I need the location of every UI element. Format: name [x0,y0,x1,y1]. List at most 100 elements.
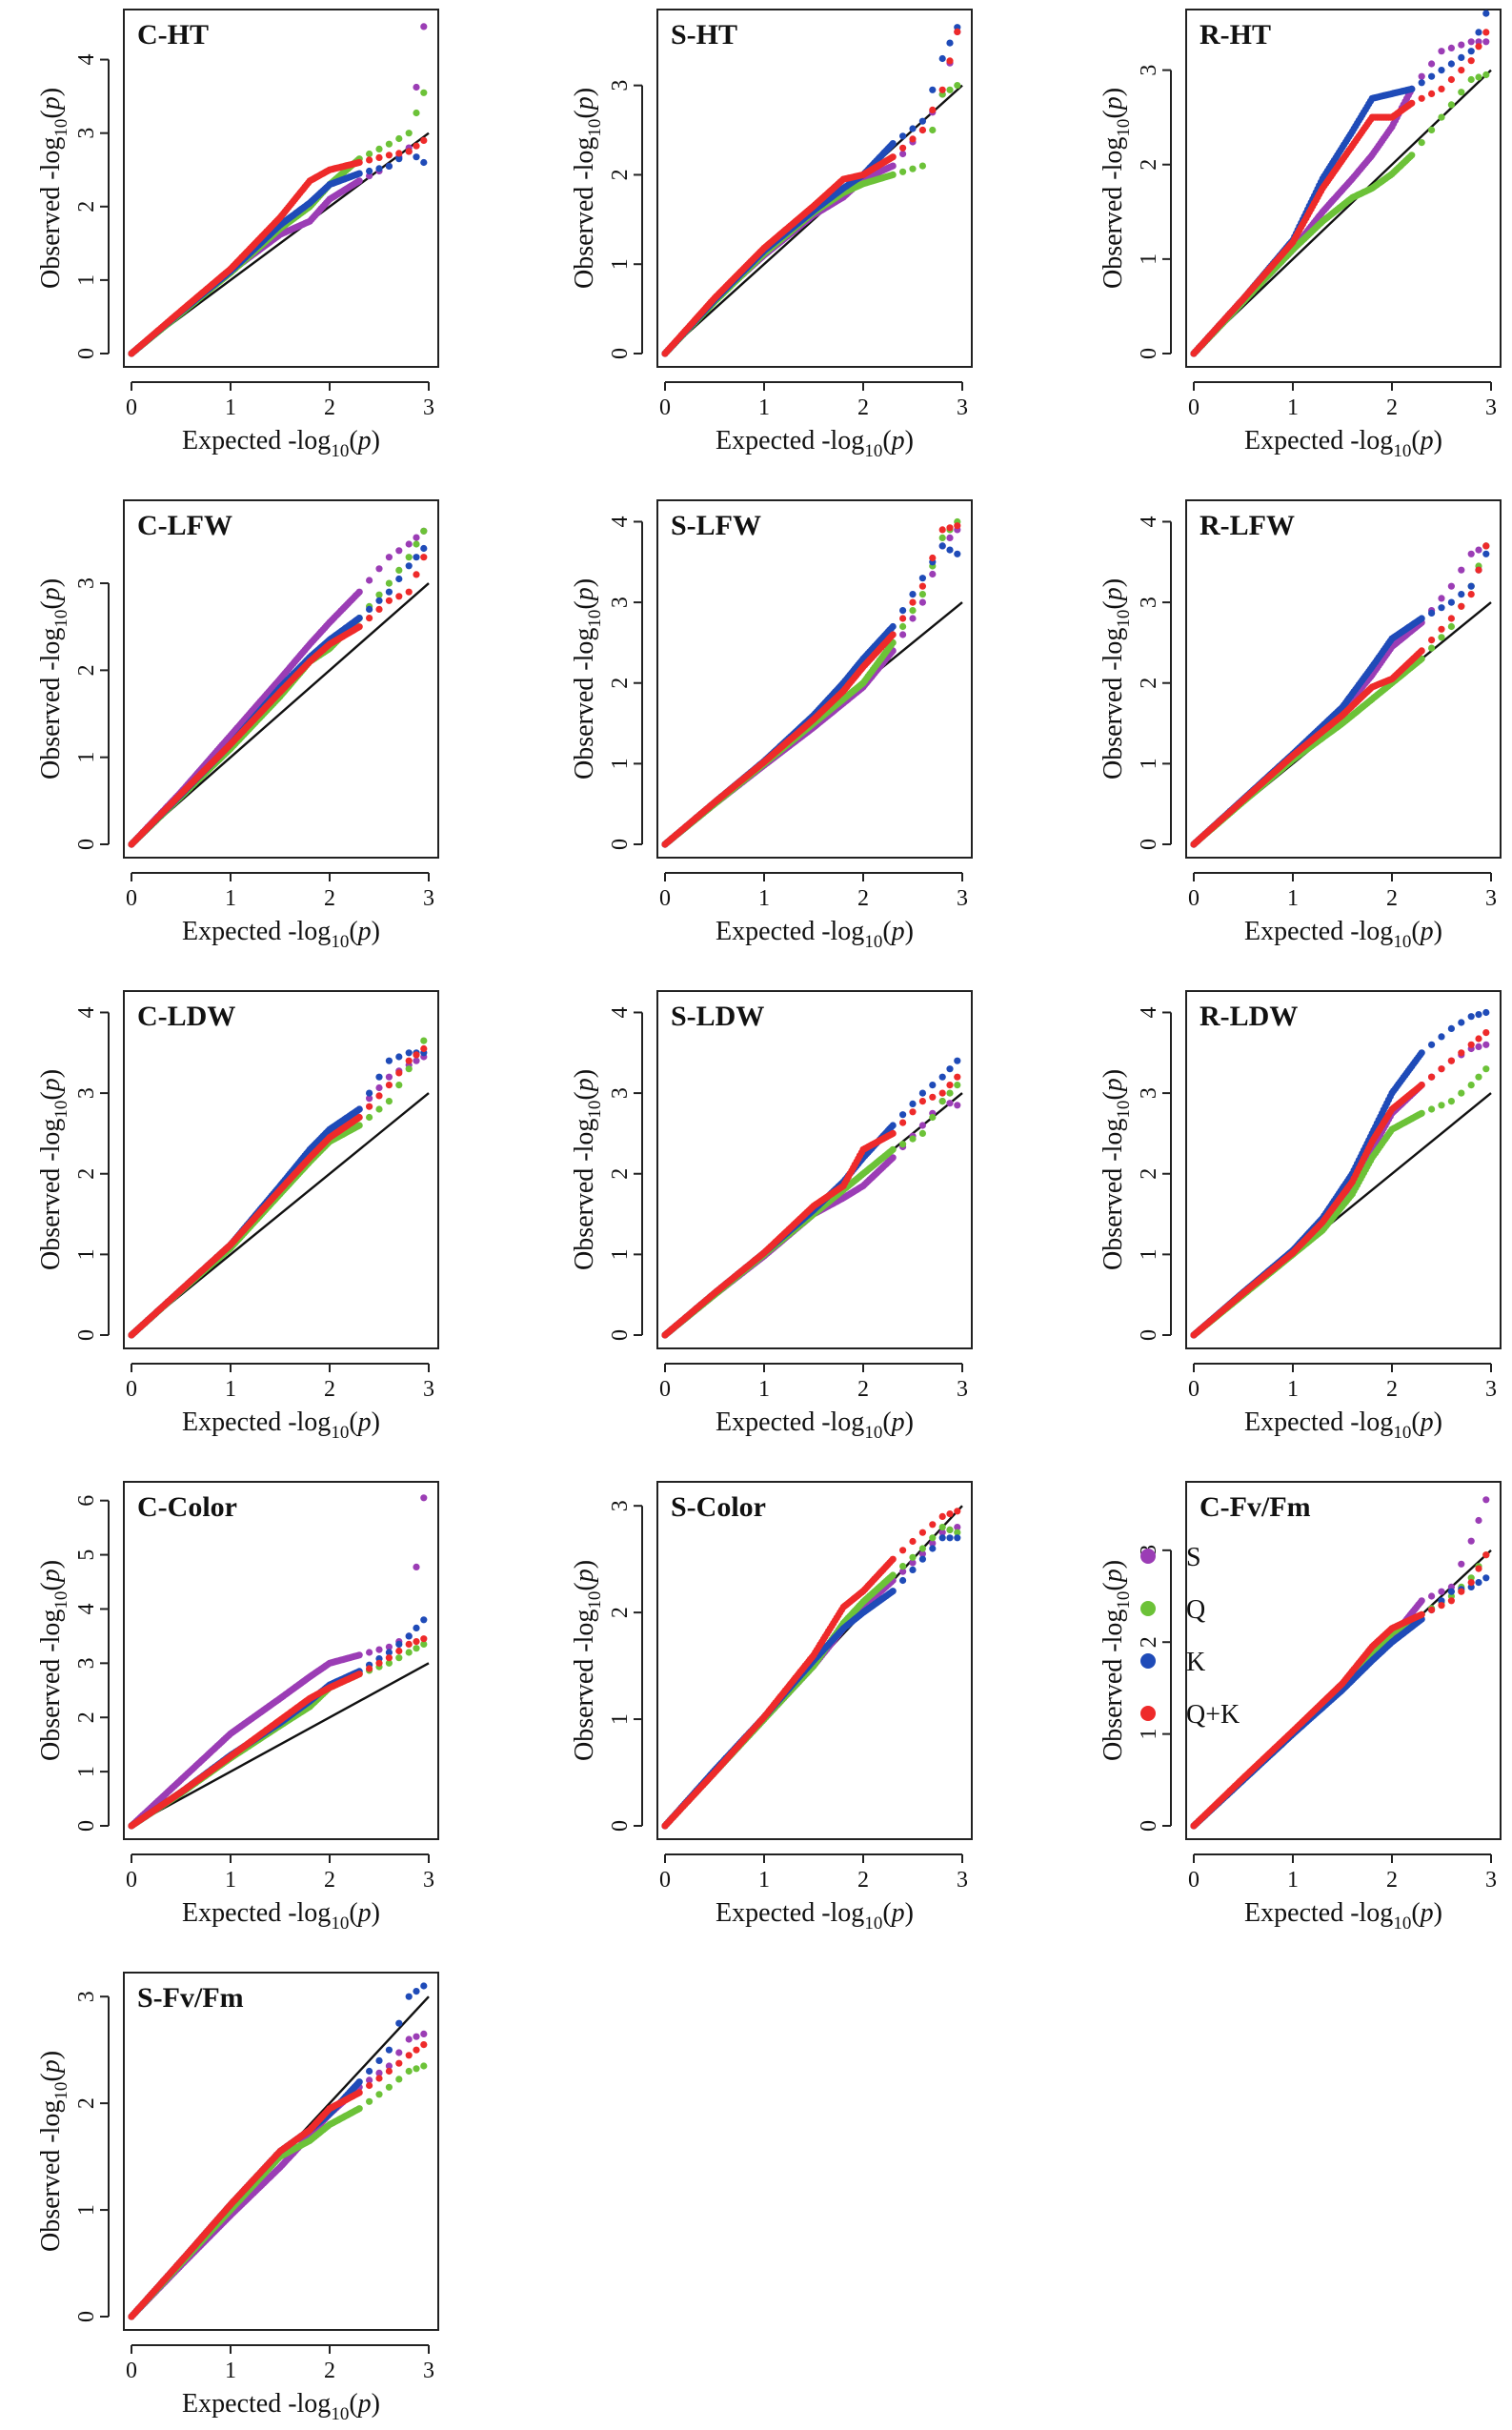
y-tick-label: 3 [74,1087,99,1099]
data-point [899,168,907,175]
y-tick-label: 2 [74,664,99,676]
x-tick-label: 3 [423,886,434,911]
data-point [946,1100,954,1107]
data-point [355,177,363,185]
data-point [946,1089,954,1097]
data-point [1418,615,1425,622]
data-point [385,140,393,148]
x-tick-label: 1 [225,395,236,420]
x-tick-label: 3 [957,886,968,911]
y-tick-label: 3 [608,1087,633,1099]
x-tick-label: 1 [225,886,236,911]
data-point [929,126,937,134]
data-point [929,570,937,578]
data-point [909,615,917,622]
panel-title: S-LFW [671,510,761,541]
data-point [413,153,420,161]
data-point [1482,71,1490,79]
y-tick-label: 4 [608,1006,633,1018]
data-point [938,534,946,542]
y-tick-label: 4 [608,516,633,527]
data-point [1438,85,1445,92]
data-point [954,522,961,530]
data-point [366,150,373,158]
data-point [909,1135,917,1143]
data-point [946,1065,954,1073]
data-point [1438,634,1445,641]
data-point [918,582,927,590]
data-point [355,615,363,622]
data-point [1428,637,1436,644]
data-point [1447,582,1455,590]
data-point [918,575,927,582]
data-point [405,588,413,596]
data-point [918,162,927,170]
data-point [366,1089,373,1097]
data-point [909,165,917,172]
data-point [1428,609,1436,618]
data-point [375,605,383,614]
data-point [355,1113,363,1122]
data-point [918,1089,927,1097]
data-point [946,86,954,93]
y-tick-label: 3 [1137,65,1161,76]
data-point [405,562,413,570]
data-point [938,1089,946,1097]
data-point [954,1102,961,1109]
data-point [938,1073,946,1081]
data-point [385,1057,393,1064]
data-point [405,1049,413,1057]
data-point [899,1119,907,1126]
data-point [909,125,917,132]
data-point [899,1141,907,1148]
plot-frame [123,9,439,368]
x-axis-label: Expected -log10(p) [182,426,380,461]
x-tick-label: 2 [324,886,335,911]
data-point [1467,591,1475,598]
data-point [899,144,907,152]
data-point [889,153,897,161]
y-tick-label: 2 [608,1168,633,1180]
data-point [889,162,897,170]
data-point [889,1122,897,1129]
y-tick-label: 1 [608,758,633,769]
data-point [918,598,927,606]
data-point [413,554,420,561]
y-tick-label: 1 [608,1248,633,1260]
panel-title: R-HT [1200,19,1271,51]
data-point [1467,582,1475,590]
data-point [1447,615,1455,622]
y-tick-label: 2 [608,678,633,689]
data-point [1467,38,1475,46]
x-tick-label: 3 [1485,395,1497,420]
data-point [909,598,917,606]
data-point [889,140,897,148]
data-point [395,1069,403,1077]
data-point [946,546,954,554]
data-point [1438,625,1445,633]
panel-title: S-LDW [671,1001,764,1032]
data-point [909,135,917,143]
data-point [899,132,907,140]
data-point [366,167,373,175]
data-point [1475,566,1482,574]
data-point [405,148,413,155]
plot-frame [656,9,973,368]
data-point [1475,29,1482,36]
data-point [395,566,403,575]
data-point [395,593,403,600]
x-tick-label: 3 [1485,886,1497,911]
data-point [385,1073,393,1081]
x-tick-label: 1 [758,1377,770,1402]
data-point [899,607,907,615]
x-tick-label: 2 [324,395,335,420]
x-tick-label: 0 [659,395,671,420]
x-tick-label: 3 [423,1377,434,1402]
data-point [385,1098,393,1105]
y-tick-label: 4 [1137,516,1161,527]
data-point [355,623,363,631]
x-tick-label: 1 [225,1377,236,1402]
data-point [938,1098,946,1105]
data-point [946,57,954,65]
